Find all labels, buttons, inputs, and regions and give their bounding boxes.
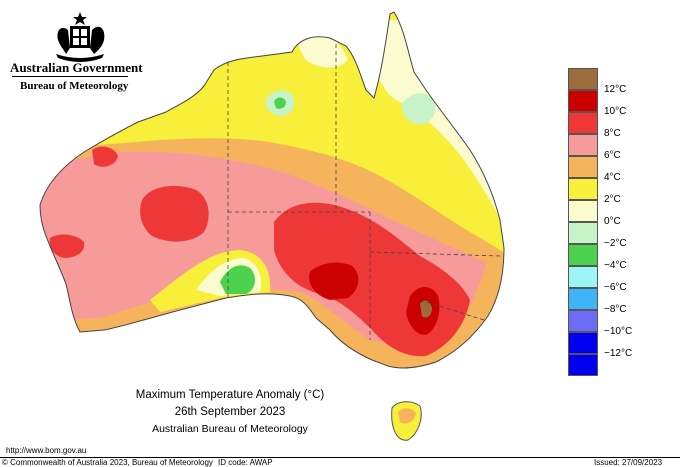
legend-swatch-6 — [568, 134, 598, 156]
legend-swatch-8 — [568, 112, 598, 134]
map-date: 26th September 2023 — [174, 406, 286, 418]
legend-swatch-minus-8 — [568, 288, 598, 310]
legend-label: −2°C — [604, 238, 627, 249]
legend-swatch-2 — [568, 178, 598, 200]
legend-swatch-minus-2 — [568, 222, 598, 244]
legend-label: 8°C — [604, 128, 621, 139]
logo-divider — [12, 76, 128, 77]
legend-label: 4°C — [604, 172, 621, 183]
legend-label: 0°C — [604, 216, 621, 227]
legend-swatch-10 — [568, 90, 598, 112]
legend-label: 10°C — [604, 106, 627, 117]
legend-swatch-minus-10 — [568, 310, 598, 332]
government-name: Australian Government — [10, 60, 143, 75]
legend-label: −6°C — [604, 282, 627, 293]
footer-url[interactable]: http://www.bom.gov.au — [6, 446, 87, 455]
legend-label: 6°C — [604, 150, 621, 161]
footer-issued: Issued: 27/09/2023 — [594, 458, 663, 467]
legend-label: −12°C — [604, 348, 633, 359]
map-title: Maximum Temperature Anomaly (°C) — [135, 389, 325, 401]
legend-swatch-0 — [568, 200, 598, 222]
legend-label: 2°C — [604, 194, 621, 205]
legend-swatch-minus-6 — [568, 266, 598, 288]
legend-swatch-below-12 — [568, 354, 598, 376]
bureau-name: Bureau of Meteorology — [20, 80, 129, 92]
coat-of-arms-icon — [56, 12, 105, 62]
legend-label: 12°C — [604, 84, 627, 95]
footer-id-code: ID code: AWAP — [218, 458, 273, 467]
footer-copyright: © Commonwealth of Australia 2023, Bureau… — [2, 458, 213, 467]
legend-swatch-4 — [568, 156, 598, 178]
legend-label: −10°C — [604, 326, 633, 337]
footer-divider — [0, 457, 680, 458]
legend-label: −4°C — [604, 260, 627, 271]
legend-swatch-above-12 — [568, 68, 598, 90]
temperature-legend: 12°C 10°C 8°C 6°C 4°C 2°C 0°C −2°C −4°C … — [568, 68, 632, 380]
bom-logo — [8, 10, 138, 100]
legend-swatch-minus-12 — [568, 332, 598, 354]
legend-swatch-minus-4 — [568, 244, 598, 266]
legend-label: −8°C — [604, 304, 627, 315]
map-source: Australian Bureau of Meteorology — [152, 423, 308, 435]
